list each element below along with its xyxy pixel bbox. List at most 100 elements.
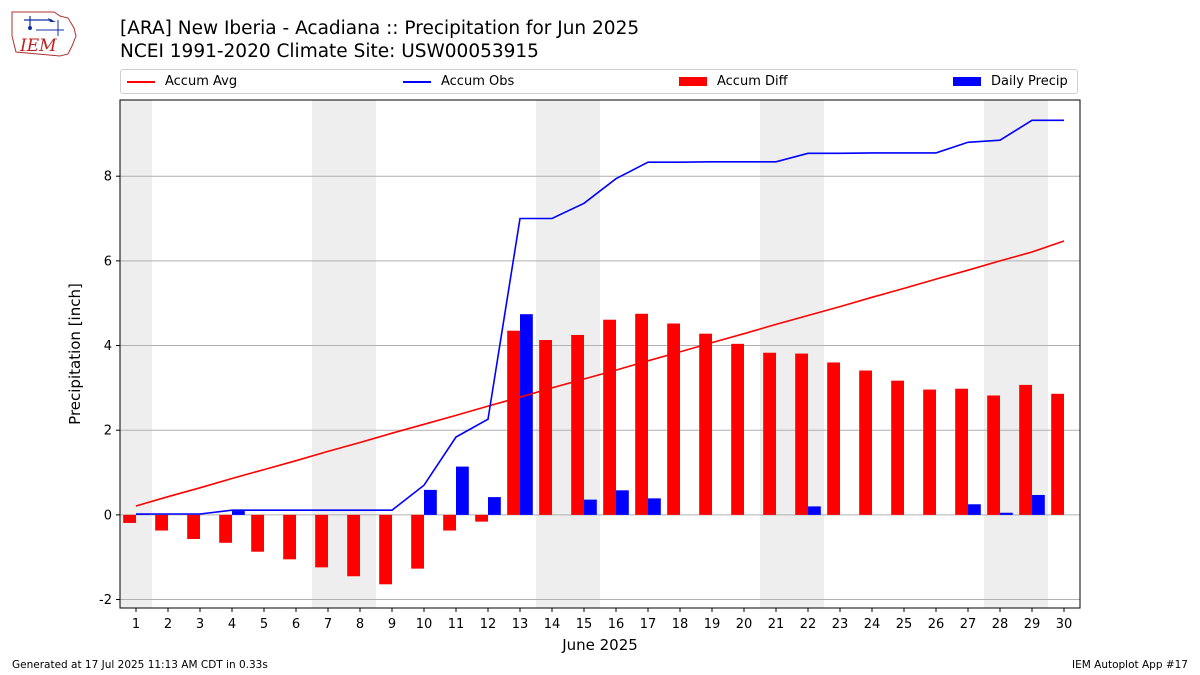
bar-accum-diff-3 bbox=[187, 514, 200, 539]
y-tick-label: 8 bbox=[104, 170, 112, 185]
bar-daily-precip-29 bbox=[1032, 494, 1045, 515]
legend-item-accum-diff: Accum Diff bbox=[679, 70, 788, 93]
bar-daily-precip-17 bbox=[648, 498, 661, 515]
x-tick-label: 14 bbox=[544, 617, 561, 632]
x-tick-label: 1 bbox=[132, 617, 140, 632]
x-tick-label: 29 bbox=[1024, 617, 1041, 632]
bar-accum-diff-18 bbox=[667, 323, 680, 515]
bar-accum-diff-12 bbox=[475, 514, 488, 522]
bar-accum-diff-26 bbox=[923, 389, 936, 515]
x-tick-label: 8 bbox=[356, 617, 364, 632]
x-tick-label: 21 bbox=[768, 617, 785, 632]
y-gridlines bbox=[120, 175, 1080, 601]
bar-accum-diff-11 bbox=[443, 514, 456, 531]
x-tick-label: 4 bbox=[228, 617, 236, 632]
bar-accum-diff-25 bbox=[891, 380, 904, 515]
line-series bbox=[135, 119, 1065, 515]
chart-title: [ARA] New Iberia - Acadiana :: Precipita… bbox=[120, 18, 640, 39]
weekend-shade-1 bbox=[120, 100, 152, 608]
bar-accum-diff-30 bbox=[1051, 393, 1064, 515]
y-tick-label: 4 bbox=[104, 339, 112, 354]
bar-accum-diff-27 bbox=[955, 388, 968, 515]
x-tick-label: 27 bbox=[960, 617, 977, 632]
bar-accum-diff-20 bbox=[731, 343, 744, 515]
bar-accum-diff-9 bbox=[379, 514, 392, 585]
weekend-shade-29 bbox=[1016, 100, 1048, 608]
bar-accum-diff-7 bbox=[315, 514, 328, 568]
x-tick-label: 17 bbox=[640, 617, 657, 632]
x-tick-label: 13 bbox=[512, 617, 529, 632]
bar-series bbox=[123, 313, 1064, 585]
bar-accum-diff-13 bbox=[507, 330, 520, 515]
legend-label-accum-obs: Accum Obs bbox=[441, 74, 515, 89]
legend-swatch-accum-diff bbox=[679, 77, 707, 86]
bar-accum-diff-23 bbox=[827, 362, 840, 515]
bar-accum-diff-28 bbox=[987, 395, 1000, 515]
x-tick-label: 20 bbox=[736, 617, 753, 632]
x-tick-label: 30 bbox=[1056, 617, 1073, 632]
x-tick-label: 26 bbox=[928, 617, 945, 632]
bar-accum-diff-17 bbox=[635, 313, 648, 515]
y-axis-label: Precipitation [inch] bbox=[66, 283, 84, 425]
bar-accum-diff-19 bbox=[699, 333, 712, 515]
x-tick-label: 28 bbox=[992, 617, 1009, 632]
iem-logo: IEM bbox=[11, 11, 77, 57]
line-accum-avg bbox=[135, 240, 1065, 507]
x-tick-label: 11 bbox=[448, 617, 465, 632]
chart-subtitle: NCEI 1991-2020 Climate Site: USW00053915 bbox=[120, 41, 539, 62]
x-tick-label: 9 bbox=[388, 617, 396, 632]
bar-accum-diff-8 bbox=[347, 514, 360, 577]
y-axis-ticks: -2 0 2 4 6 8 bbox=[99, 170, 120, 608]
bar-daily-precip-10 bbox=[424, 489, 437, 515]
x-tick-label: 24 bbox=[864, 617, 881, 632]
bar-accum-diff-24 bbox=[859, 370, 872, 515]
y-tick-label: 0 bbox=[104, 508, 112, 523]
weekend-shading bbox=[120, 100, 1048, 608]
legend-label-accum-diff: Accum Diff bbox=[717, 74, 788, 89]
bar-accum-diff-21 bbox=[763, 352, 776, 515]
x-tick-label: 19 bbox=[704, 617, 721, 632]
bar-accum-diff-15 bbox=[571, 334, 584, 515]
bar-daily-precip-22 bbox=[808, 506, 821, 515]
x-tick-label: 16 bbox=[608, 617, 625, 632]
bar-accum-diff-16 bbox=[603, 319, 616, 515]
x-tick-label: 12 bbox=[480, 617, 497, 632]
x-tick-label: 23 bbox=[832, 617, 849, 632]
weekend-shade-28 bbox=[984, 100, 1016, 608]
x-tick-label: 6 bbox=[292, 617, 300, 632]
logo-text: IEM bbox=[19, 36, 57, 56]
x-tick-label: 15 bbox=[576, 617, 593, 632]
bar-accum-diff-14 bbox=[539, 340, 552, 515]
bar-accum-diff-5 bbox=[251, 514, 264, 552]
bar-daily-precip-4 bbox=[232, 511, 245, 515]
legend-item-accum-avg: Accum Avg bbox=[127, 70, 237, 93]
bar-daily-precip-12 bbox=[488, 497, 501, 515]
x-tick-label: 3 bbox=[196, 617, 204, 632]
legend-item-daily-precip: Daily Precip bbox=[953, 70, 1068, 93]
x-tick-label: 25 bbox=[896, 617, 913, 632]
x-axis-ticks: 1 2 3 4 5 6 7 8 9 10 11 12 13 14 15 16 17 18 19 20 21 22 23 24 2… bbox=[132, 608, 1072, 632]
bar-daily-precip-15 bbox=[584, 499, 597, 515]
x-tick-label: 7 bbox=[324, 617, 332, 632]
bar-daily-precip-13 bbox=[520, 314, 533, 515]
plot-frame bbox=[119, 99, 1081, 609]
legend-label-accum-avg: Accum Avg bbox=[165, 74, 238, 89]
bar-accum-diff-2 bbox=[155, 514, 168, 531]
legend-swatch-accum-obs bbox=[403, 80, 431, 83]
bar-daily-precip-11 bbox=[456, 466, 469, 515]
y-tick-label: 2 bbox=[104, 424, 112, 439]
app-credit: IEM Autoplot App #17 bbox=[1072, 659, 1188, 671]
x-tick-label: 5 bbox=[260, 617, 268, 632]
x-tick-label: 2 bbox=[164, 617, 172, 632]
bar-daily-precip-28 bbox=[1000, 512, 1013, 515]
legend-label-daily-precip: Daily Precip bbox=[991, 74, 1068, 89]
bar-accum-diff-1 bbox=[123, 514, 136, 523]
bar-accum-diff-6 bbox=[283, 514, 296, 560]
x-tick-label: 22 bbox=[800, 617, 817, 632]
generated-timestamp: Generated at 17 Jul 2025 11:13 AM CDT in… bbox=[12, 659, 268, 671]
x-axis-label: June 2025 bbox=[561, 636, 638, 654]
legend-swatch-accum-avg bbox=[127, 80, 155, 83]
chart-legend: Accum Avg Accum Obs Accum Diff Daily Pre… bbox=[120, 69, 1078, 94]
bar-accum-diff-22 bbox=[795, 353, 808, 515]
